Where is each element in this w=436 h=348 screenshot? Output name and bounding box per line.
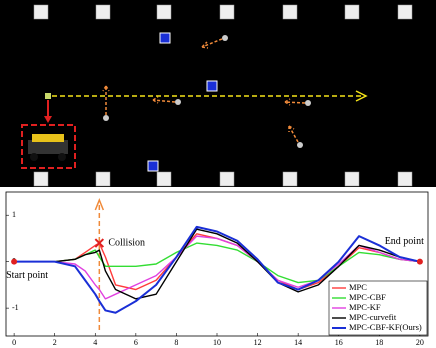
moving-obstacle-arrows xyxy=(102,38,306,143)
cube xyxy=(95,4,111,20)
x-tick-label: 8 xyxy=(174,338,178,347)
x-tick-label: 2 xyxy=(53,338,57,347)
collision-marker xyxy=(94,238,105,248)
robot-box xyxy=(21,124,76,169)
y-tick-label: 1 xyxy=(12,210,16,219)
cube xyxy=(282,4,298,20)
legend-label: MPC-CBF xyxy=(349,292,386,302)
cube xyxy=(397,4,413,20)
obstacle xyxy=(175,99,181,105)
blue-box xyxy=(159,32,171,44)
y-tick-label: -1 xyxy=(12,303,19,312)
legend-label: MPC-curvefit xyxy=(349,312,397,322)
arrow xyxy=(102,85,110,115)
arrow xyxy=(152,96,176,104)
static-obstacles xyxy=(147,32,218,172)
legend-label: MPC xyxy=(349,282,367,292)
legend-label: MPC-KF xyxy=(349,302,381,312)
obstacle xyxy=(297,142,303,148)
cube xyxy=(33,4,49,20)
x-tick-label: 20 xyxy=(416,338,424,347)
series-line xyxy=(14,225,421,314)
cube xyxy=(219,171,235,187)
cube xyxy=(344,171,360,187)
obstacle-arrowhead xyxy=(94,197,105,211)
cube xyxy=(156,4,172,20)
robot-wheel xyxy=(30,153,38,161)
x-tick-label: 14 xyxy=(294,338,302,347)
cube xyxy=(95,171,111,187)
start-marker xyxy=(11,258,18,265)
x-tick-label: 10 xyxy=(213,338,221,347)
cube xyxy=(33,171,49,187)
obstacle-cubes xyxy=(33,4,413,187)
cube xyxy=(344,4,360,20)
moving-obstacles xyxy=(103,35,311,148)
blue-box xyxy=(206,80,218,92)
obstacle xyxy=(305,100,311,106)
robot-wheel xyxy=(58,153,66,161)
reference-arrowhead xyxy=(355,90,368,102)
cube xyxy=(397,171,413,187)
x-tick-label: 18 xyxy=(375,338,383,347)
cube xyxy=(156,171,172,187)
legend-label: MPC-CBF-KF(Ours) xyxy=(349,322,422,332)
end-marker xyxy=(416,258,423,265)
arrow xyxy=(284,98,306,106)
robot-body xyxy=(28,140,68,154)
series-line xyxy=(14,228,421,300)
start-label: Start point xyxy=(6,270,48,281)
obstacle xyxy=(103,115,109,121)
robot-pointer-head xyxy=(44,116,52,123)
simulation-scene xyxy=(0,0,436,187)
x-tick-label: 16 xyxy=(335,338,343,347)
arrow xyxy=(201,38,223,49)
blue-box xyxy=(147,160,159,172)
x-tick-label: 6 xyxy=(134,338,138,347)
x-tick-label: 0 xyxy=(12,338,16,347)
arrow xyxy=(288,125,299,143)
x-tick-label: 4 xyxy=(93,338,97,347)
robot-marker xyxy=(45,93,51,99)
cube xyxy=(282,171,298,187)
obstacle xyxy=(222,35,228,41)
robot xyxy=(28,134,68,161)
x-tick-label: 12 xyxy=(254,338,262,347)
robot-top xyxy=(32,134,64,142)
cube xyxy=(219,4,235,20)
end-label: End point xyxy=(385,236,424,247)
collision-label: Collision xyxy=(108,237,145,248)
scene-background xyxy=(0,0,436,187)
